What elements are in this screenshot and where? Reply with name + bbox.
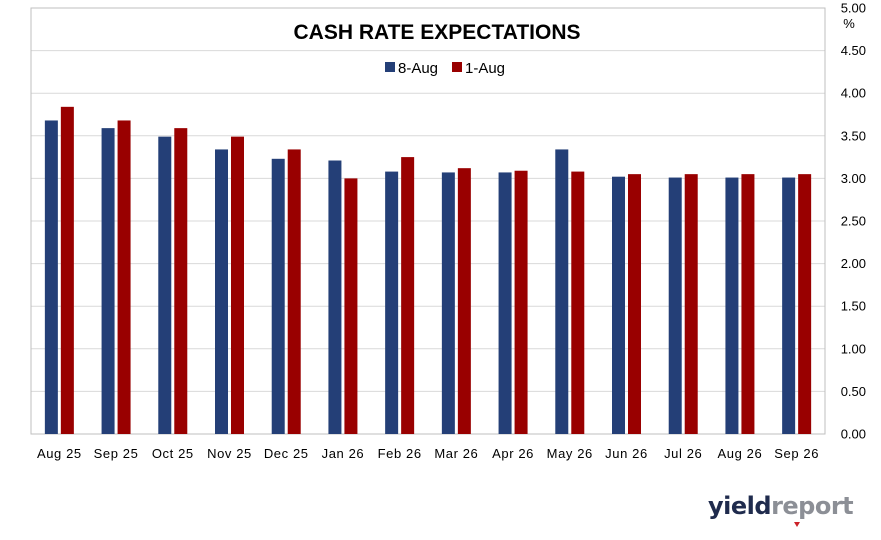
x-tick-label: Sep 26 (774, 446, 819, 461)
x-tick-label: Aug 26 (718, 446, 763, 461)
x-tick-label: Feb 26 (378, 446, 422, 461)
legend-label-8-aug: 8-Aug (398, 60, 438, 77)
bar-1-aug-sep-26 (798, 174, 812, 434)
x-tick-label: May 26 (547, 446, 593, 461)
logo-text-report: report (771, 492, 854, 520)
bar-1-aug-jul-26 (684, 174, 698, 434)
y-tick-label: 0.50 (841, 384, 866, 399)
bar-8-aug-aug-26 (725, 177, 739, 434)
y-axis-unit-label: % (843, 16, 855, 31)
legend-swatch-1-aug (452, 62, 462, 72)
bar-1-aug-aug-25 (60, 106, 74, 434)
bar-8-aug-oct-25 (158, 136, 172, 435)
x-tick-label: Oct 25 (152, 446, 194, 461)
logo-triangle-icon (794, 522, 800, 527)
bar-8-aug-nov-25 (215, 149, 228, 434)
chart-title: CASH RATE EXPECTATIONS (293, 21, 580, 44)
bar-8-aug-sep-25 (101, 128, 115, 434)
logo-text-yield: yield (708, 492, 772, 520)
x-tick-label: Nov 25 (207, 446, 252, 461)
y-tick-label: 4.50 (841, 43, 866, 58)
x-tick-label: Jan 26 (322, 446, 365, 461)
bar-8-aug-jan-26 (328, 160, 342, 434)
bars (44, 106, 812, 435)
bar-1-aug-sep-25 (117, 120, 131, 435)
x-tick-label: Mar 26 (434, 446, 478, 461)
x-tick-label: Jul 26 (664, 446, 702, 461)
y-tick-label: 3.50 (841, 128, 866, 143)
x-tick-label: Dec 25 (264, 446, 309, 461)
legend-swatch-8-aug (385, 62, 395, 72)
y-tick-label: 5.00 (841, 1, 866, 16)
x-tick-label: Jun 26 (605, 446, 648, 461)
y-tick-label: 1.50 (841, 299, 866, 314)
y-tick-label: 4.00 (841, 86, 866, 101)
bar-1-aug-aug-26 (741, 174, 755, 434)
y-tick-label: 3.00 (841, 171, 866, 186)
bar-8-aug-dec-25 (271, 158, 285, 434)
y-tick-label: 1.00 (841, 341, 866, 356)
bar-8-aug-apr-26 (498, 172, 512, 434)
bar-1-aug-nov-25 (231, 136, 244, 435)
y-tick-label: 2.00 (841, 256, 866, 271)
bar-1-aug-jan-26 (344, 178, 358, 434)
y-axis-tick-labels: 0.00 0.50 1.00 1.50 2.00 2.50 3.00 3.50 4.00 4.50… (841, 1, 866, 442)
plot-area-border (30, 7, 826, 435)
legend: 8-Aug 1-Aug (385, 60, 505, 77)
bar-1-aug-mar-26 (457, 168, 471, 434)
y-tick-label: 2.50 (841, 214, 866, 229)
y-tick-label: 0.00 (841, 427, 866, 442)
bar-1-aug-feb-26 (401, 157, 415, 434)
x-tick-label: Aug 25 (37, 446, 82, 461)
yieldreport-logo: yieldreport (708, 492, 854, 520)
legend-label-1-aug: 1-Aug (465, 60, 505, 77)
bar-1-aug-oct-25 (174, 128, 188, 434)
bar-1-aug-dec-25 (287, 149, 301, 434)
gridlines (31, 50, 825, 392)
bar-8-aug-mar-26 (441, 172, 455, 434)
bar-1-aug-jun-26 (628, 174, 641, 434)
x-axis-tick-labels: Aug 25 Sep 25 Oct 25 Nov 25 Dec 25 Jan 26 Feb … (37, 446, 819, 461)
bar-8-aug-jul-26 (668, 177, 682, 434)
x-tick-label: Sep 25 (94, 446, 139, 461)
bar-8-aug-jun-26 (612, 176, 625, 435)
bar-1-aug-may-26 (571, 171, 585, 435)
bar-8-aug-feb-26 (385, 171, 399, 435)
bar-8-aug-may-26 (555, 149, 569, 434)
bar-8-aug-aug-25 (44, 120, 58, 435)
x-tick-label: Apr 26 (492, 446, 534, 461)
bar-1-aug-apr-26 (514, 170, 528, 434)
bar-8-aug-sep-26 (782, 177, 796, 434)
